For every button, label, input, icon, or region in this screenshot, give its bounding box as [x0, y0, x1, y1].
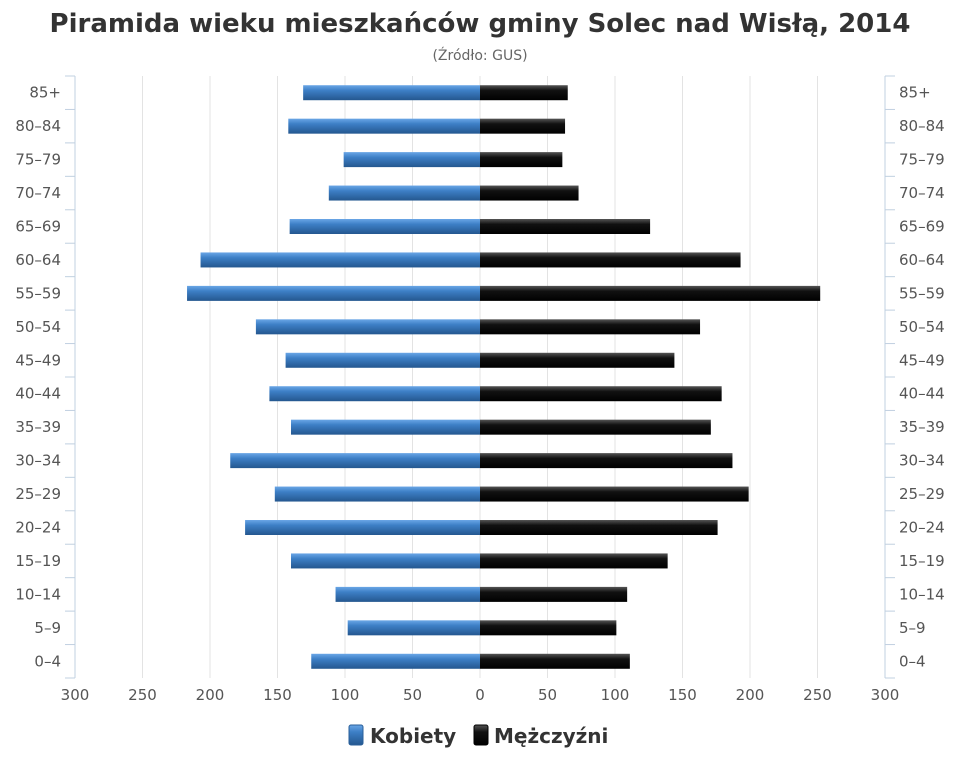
category-label-right: 70–74: [899, 184, 945, 202]
x-tick-label: 100: [331, 686, 360, 704]
bar-kobiety: [343, 152, 480, 168]
category-label-left: 0–4: [34, 652, 61, 670]
x-tick-label: 100: [601, 686, 630, 704]
category-label-left: 65–69: [15, 218, 61, 236]
category-label-left: 40–44: [15, 385, 61, 403]
category-label-right: 30–34: [899, 452, 945, 470]
bar-mezczyzni: [480, 118, 566, 134]
x-tick-label: 250: [803, 686, 832, 704]
category-label-left: 70–74: [15, 184, 61, 202]
bar-kobiety: [187, 285, 481, 301]
bar-mezczyzni: [480, 152, 563, 168]
category-label-right: 5–9: [899, 619, 926, 637]
legend: Kobiety Mężczyźni: [348, 724, 608, 748]
bar-kobiety: [285, 352, 480, 368]
legend-swatch-mezczyzni[interactable]: [473, 724, 489, 746]
bar-kobiety: [245, 520, 480, 535]
legend-swatch-kobiety[interactable]: [348, 724, 364, 746]
legend-label-mezczyzni[interactable]: Mężczyźni: [494, 724, 608, 748]
category-labels: 85+ 85+ 80–84 80–84 75–79 75–79 70–74 70–74 65–6…: [15, 84, 944, 671]
category-label-left: 60–64: [15, 251, 61, 269]
chart-subtitle: (Źródło: GUS): [432, 46, 527, 64]
bar-mezczyzni: [480, 252, 741, 268]
category-label-left: 5–9: [34, 619, 61, 637]
axes: [65, 75, 895, 679]
bar-mezczyzni: [480, 620, 617, 636]
category-label-left: 80–84: [15, 117, 61, 135]
bar-kobiety: [328, 185, 480, 201]
x-axis-tick-labels: 300 250 200 150 100 50 0 50 100 150 200 250 300: [61, 686, 900, 704]
category-label-right: 80–84: [899, 117, 945, 135]
bar-mezczyzni: [480, 453, 733, 469]
x-tick-label: 0: [475, 686, 485, 704]
category-label-right: 65–69: [899, 218, 945, 236]
x-tick-label: 300: [61, 686, 90, 704]
bar-mezczyzni: [480, 419, 711, 435]
bar-kobiety: [200, 252, 481, 268]
bar-mezczyzni: [480, 520, 718, 535]
category-label-right: 85+: [899, 84, 931, 102]
x-tick-label: 50: [538, 686, 557, 704]
bar-kobiety: [230, 453, 480, 469]
legend-label-kobiety[interactable]: Kobiety: [370, 724, 456, 748]
category-label-right: 75–79: [899, 151, 945, 169]
category-label-left: 15–19: [15, 552, 61, 570]
bar-mezczyzni: [480, 185, 579, 201]
category-label-left: 50–54: [15, 318, 61, 336]
category-label-left: 85+: [29, 84, 61, 102]
category-label-left: 10–14: [15, 585, 61, 603]
x-tick-label: 300: [871, 686, 900, 704]
category-label-right: 40–44: [899, 385, 945, 403]
category-label-right: 45–49: [899, 351, 945, 369]
bar-kobiety: [291, 419, 480, 435]
category-label-left: 25–29: [15, 485, 61, 503]
x-tick-label: 150: [668, 686, 697, 704]
grid-lines: [142, 76, 818, 678]
bar-mezczyzni: [480, 319, 701, 335]
bar-kobiety: [291, 553, 480, 569]
bar-kobiety: [289, 219, 480, 234]
bar-kobiety: [255, 319, 480, 335]
bar-mezczyzni: [480, 85, 568, 101]
category-label-right: 35–39: [899, 418, 945, 436]
bar-kobiety: [311, 653, 480, 669]
bar-kobiety: [335, 586, 480, 602]
bar-mezczyzni: [480, 386, 722, 402]
category-label-right: 20–24: [899, 519, 945, 537]
x-tick-label: 50: [403, 686, 422, 704]
bar-mezczyzni: [480, 219, 651, 234]
x-tick-label: 200: [196, 686, 225, 704]
category-label-right: 50–54: [899, 318, 945, 336]
x-tick-label: 250: [128, 686, 157, 704]
bar-mezczyzni: [480, 352, 675, 368]
category-label-right: 55–59: [899, 284, 945, 302]
bars: [187, 85, 821, 669]
category-label-left: 35–39: [15, 418, 61, 436]
bar-mezczyzni: [480, 653, 630, 669]
x-tick-label: 200: [736, 686, 765, 704]
bar-kobiety: [347, 620, 480, 636]
bar-mezczyzni: [480, 486, 749, 502]
x-tick-label: 150: [263, 686, 292, 704]
category-label-left: 45–49: [15, 351, 61, 369]
category-label-right: 10–14: [899, 585, 945, 603]
bar-mezczyzni: [480, 553, 668, 569]
category-label-left: 55–59: [15, 284, 61, 302]
bar-kobiety: [303, 85, 480, 101]
category-label-right: 0–4: [899, 652, 926, 670]
category-label-left: 20–24: [15, 519, 61, 537]
bar-kobiety: [274, 486, 480, 502]
category-label-left: 75–79: [15, 151, 61, 169]
bar-kobiety: [288, 118, 480, 134]
bar-kobiety: [269, 386, 480, 402]
bar-mezczyzni: [480, 285, 821, 301]
category-label-left: 30–34: [15, 452, 61, 470]
bar-mezczyzni: [480, 586, 628, 602]
chart-title: Piramida wieku mieszkańców gminy Solec n…: [50, 9, 911, 39]
category-label-right: 15–19: [899, 552, 945, 570]
category-label-right: 60–64: [899, 251, 945, 269]
category-label-right: 25–29: [899, 485, 945, 503]
